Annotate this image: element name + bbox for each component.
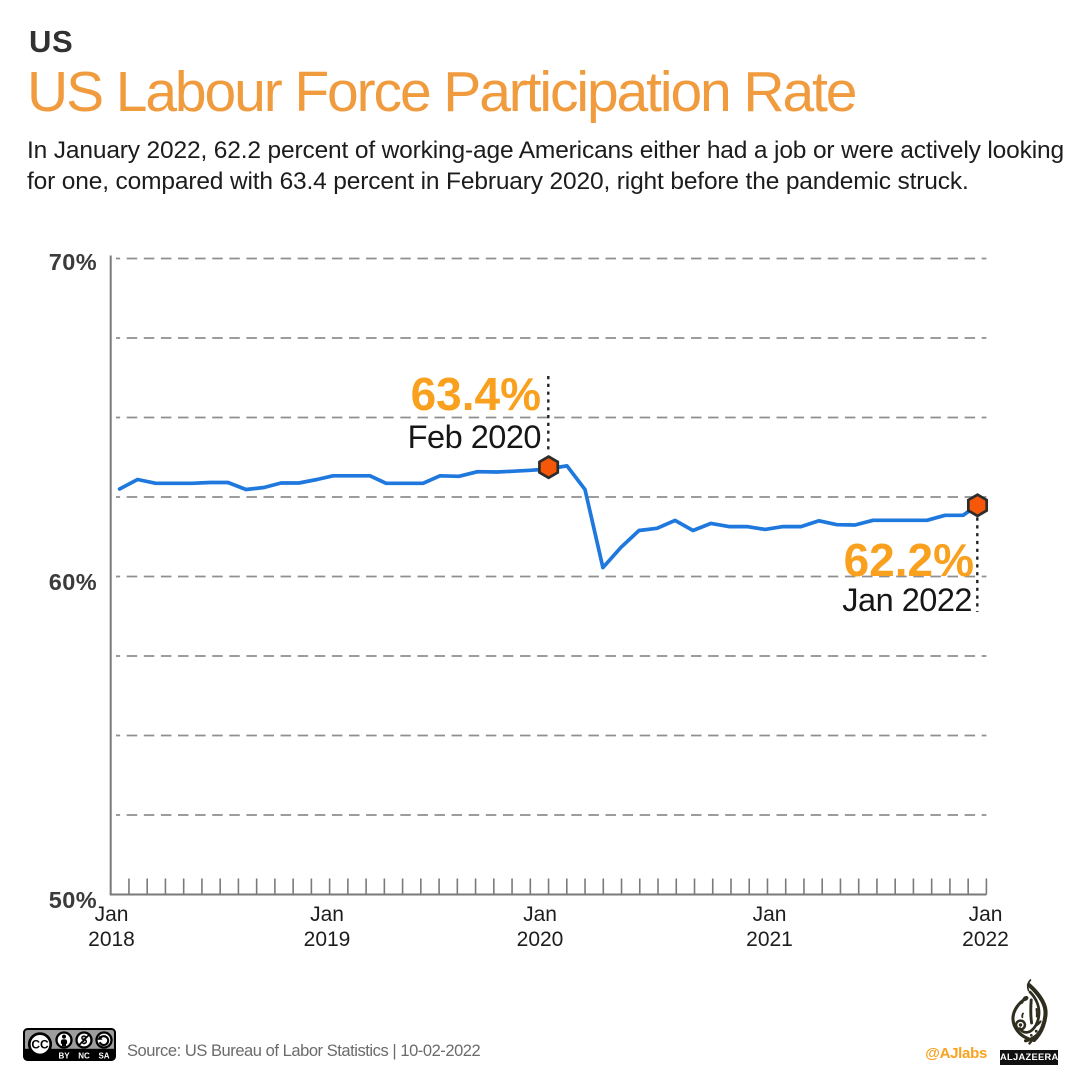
svg-text:SA: SA	[98, 1052, 109, 1061]
svg-text:CC: CC	[31, 1038, 49, 1052]
svg-text:NC: NC	[78, 1052, 90, 1061]
svg-text:BY: BY	[58, 1052, 70, 1061]
svg-text:$: $	[81, 1035, 88, 1047]
